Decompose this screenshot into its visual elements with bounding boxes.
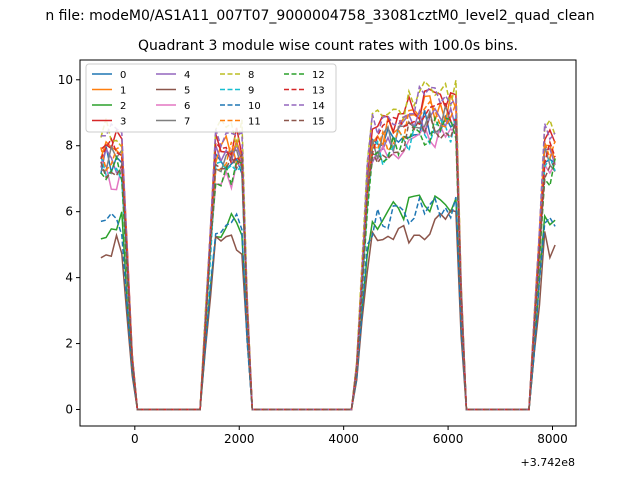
series-line-2 [100,194,556,411]
series-line-1 [100,92,556,411]
legend-label-5: 5 [184,86,190,97]
series-line-7 [100,102,556,411]
legend-label-7: 7 [184,117,190,128]
legend-label-15: 15 [312,117,325,128]
x-tick-label-6000: 6000 [433,432,464,446]
legend-label-10: 10 [248,101,261,112]
chart-title: Quadrant 3 module wise count rates with … [138,38,518,54]
legend-label-6: 6 [184,101,190,112]
series-line-14 [100,84,556,411]
y-tick-label-4: 4 [65,271,73,285]
legend-label-12: 12 [312,70,325,81]
series-line-0 [100,109,556,411]
x-tick-label-4000: 4000 [328,432,359,446]
y-tick-label-0: 0 [65,403,73,417]
x-tick-label-8000: 8000 [537,432,568,446]
series-line-4 [100,105,556,411]
figure-suptitle: n file: modeM0/AS1A11_007T07_9000004758_… [45,8,594,24]
y-tick-label-8: 8 [65,139,73,153]
legend-label-2: 2 [120,101,126,112]
x-tick-label-0: 0 [131,432,139,446]
legend-label-14: 14 [312,101,325,112]
x-offset-label: +3.742e8 [521,456,575,469]
x-tick-label-2000: 2000 [224,432,255,446]
series-line-9 [100,114,556,411]
legend-label-13: 13 [312,86,325,97]
series-line-15 [100,112,556,411]
legend-label-11: 11 [248,117,261,128]
legend-label-4: 4 [184,70,190,81]
legend-label-1: 1 [120,86,126,97]
series-line-3 [100,88,556,411]
y-tick-label-2: 2 [65,337,73,351]
legend-label-3: 3 [120,117,126,128]
y-tick-label-10: 10 [58,73,73,87]
series-line-11 [100,100,556,411]
legend-label-0: 0 [120,70,126,81]
series-line-5 [100,209,556,411]
series-line-10 [100,195,556,411]
y-tick-label-6: 6 [65,205,73,219]
legend-label-9: 9 [248,86,254,97]
legend-label-8: 8 [248,70,254,81]
series-line-6 [100,124,556,411]
series-line-13 [100,102,556,411]
series-line-12 [100,115,556,411]
legend-box [85,63,337,133]
axes-frame [79,59,577,427]
